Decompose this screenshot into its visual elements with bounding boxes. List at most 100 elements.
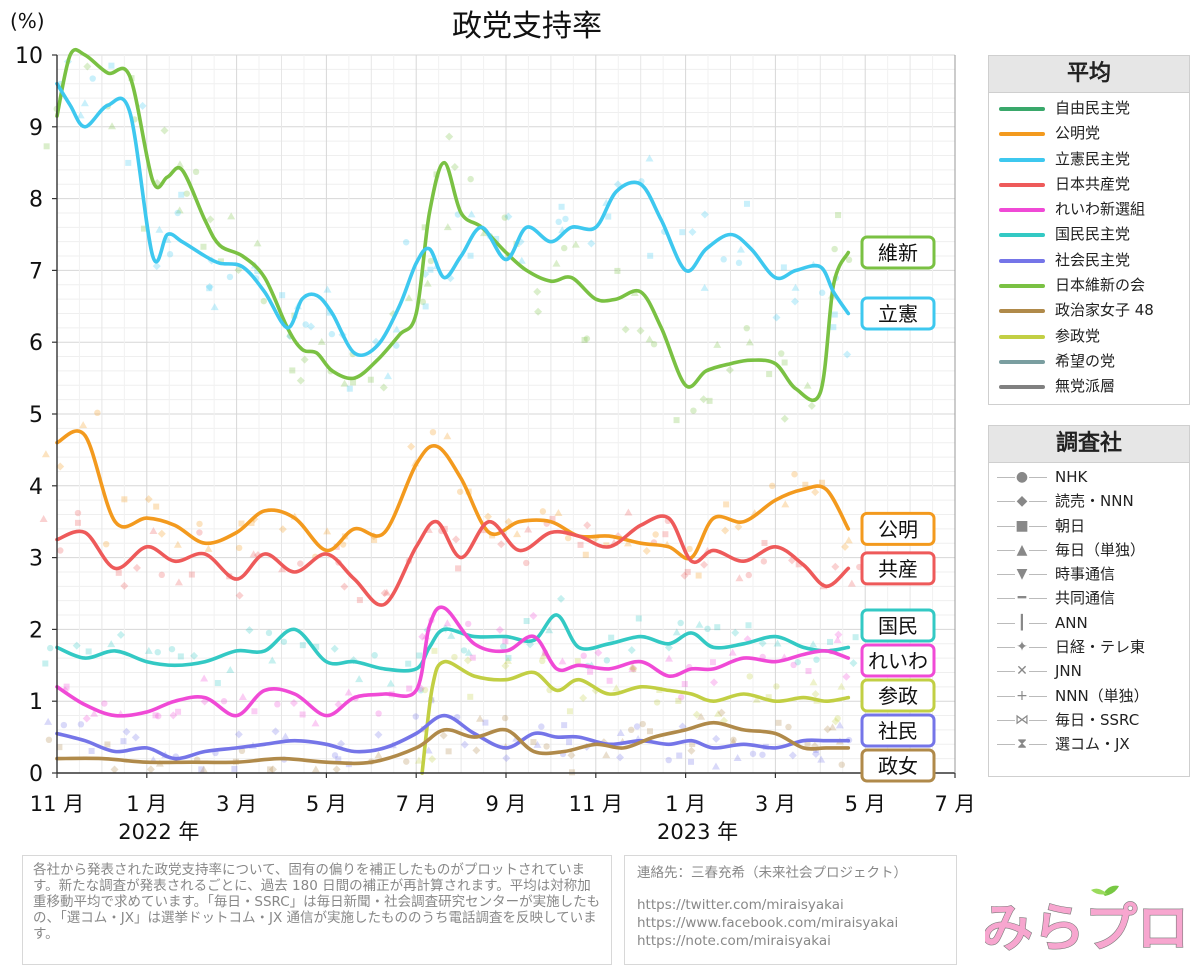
- poll-point: [200, 243, 207, 250]
- legend-item: 日本共産党: [989, 172, 1189, 197]
- poll-point: [817, 755, 826, 763]
- poll-point: [695, 572, 702, 579]
- poll-point: [688, 227, 697, 236]
- poll-point: [749, 750, 757, 757]
- poll-point: [268, 656, 277, 664]
- contact-link-facebook[interactable]: https://www.facebook.com/miraisyakai: [637, 915, 899, 931]
- legend-item: 参政党: [989, 324, 1189, 349]
- series-line: [55, 613, 851, 673]
- poll-point: [245, 626, 254, 635]
- note-text: 各社から発表された政党支持率について、固有の偏りを補正したものがプロットされてい…: [33, 862, 601, 942]
- poll-point: [443, 619, 452, 627]
- poll-point: [42, 660, 49, 667]
- poll-point: [248, 519, 255, 526]
- plus-icon: +: [1015, 683, 1029, 708]
- poll-point: [451, 653, 458, 661]
- poll-point: [543, 743, 550, 750]
- poll-point: [374, 751, 383, 759]
- poll-point: [452, 535, 461, 544]
- poll-point: [844, 536, 853, 544]
- poll-point: [571, 240, 580, 248]
- poll-point: [80, 99, 89, 107]
- poll-point: [830, 324, 837, 331]
- poll-point: [743, 200, 750, 207]
- end-label: 参政: [878, 684, 918, 708]
- y-tick-label: 2: [29, 618, 43, 643]
- poll-point: [412, 713, 419, 720]
- legend-label: 社会民主党: [1055, 250, 1131, 269]
- poll-point: [472, 746, 481, 755]
- poll-point: [280, 638, 288, 645]
- poll-point: [650, 340, 658, 348]
- series-line: [55, 514, 851, 607]
- poll-point: [624, 539, 633, 547]
- legend-item: 日本維新の会: [989, 273, 1189, 298]
- legend-label: 自由民主党: [1055, 99, 1131, 117]
- poll-point: [837, 682, 846, 690]
- poll-point: [819, 479, 826, 486]
- poll-point: [735, 259, 743, 267]
- contact-link-note[interactable]: https://note.com/miraisyakai: [637, 933, 831, 949]
- poll-point: [775, 719, 782, 726]
- contact-link-twitter[interactable]: https://twitter.com/miraisyakai: [637, 897, 844, 913]
- poll-point: [687, 746, 696, 755]
- legend-swatch: [999, 233, 1045, 238]
- poll-point: [278, 525, 287, 534]
- poll-point: [805, 668, 812, 675]
- poll-point: [220, 698, 228, 705]
- poll-point: [838, 761, 845, 768]
- poll-point: [700, 560, 709, 569]
- poll-point: [605, 213, 612, 220]
- end-label: 政女: [878, 754, 918, 778]
- poll-point: [616, 753, 625, 762]
- legend-label: 希望の党: [1055, 351, 1116, 370]
- poll-point: [480, 229, 489, 237]
- legend-swatch: [999, 309, 1045, 314]
- poll-point: [530, 739, 537, 746]
- poll-point: [157, 529, 166, 538]
- poll-point: [289, 367, 296, 374]
- poll-point: [335, 756, 342, 763]
- poll-point: [238, 692, 247, 700]
- poll-point: [831, 562, 840, 571]
- poll-point: [681, 681, 688, 688]
- square-icon: ■: [1015, 513, 1029, 538]
- poll-point: [503, 656, 512, 664]
- poll-point: [476, 714, 485, 722]
- legend-swatch: [999, 359, 1045, 364]
- y-tick-label: 8: [29, 188, 43, 213]
- poll-point: [501, 661, 510, 670]
- mirapro-logo: みらプロ: [985, 885, 1185, 960]
- legend-item: 社会民主党: [989, 248, 1189, 273]
- poll-point: [652, 531, 659, 538]
- poll-point: [504, 212, 513, 221]
- poll-point: [115, 569, 122, 576]
- poll-point: [852, 634, 859, 641]
- poll-point: [45, 736, 53, 744]
- axes: 0 1 2 3 4 5 6 7 8 9 10 11 月 1 月 3 月 5 月 7 月 9 月 11 月 1 月 3 …: [15, 44, 976, 844]
- poll-point: [558, 657, 567, 665]
- x-tick-label: 1 月: [665, 792, 706, 816]
- poll-point: [633, 723, 641, 730]
- poll-point: [340, 379, 349, 387]
- poll-point: [505, 654, 512, 661]
- poll-point: [533, 740, 542, 748]
- legend-swatch: [999, 157, 1045, 162]
- poll-point: [445, 748, 452, 755]
- legend-label: 立憲民主党: [1055, 149, 1131, 168]
- poll-point: [328, 330, 336, 338]
- poll-point: [460, 740, 469, 749]
- poll-point: [235, 591, 244, 600]
- pollster-item: ■ 朝日: [989, 513, 1189, 538]
- poll-point: [513, 530, 522, 538]
- poll-point: [88, 747, 95, 754]
- x-tick-label: 3 月: [755, 792, 796, 816]
- poll-point: [602, 751, 611, 759]
- poll-point: [274, 701, 281, 708]
- poll-point: [445, 132, 454, 141]
- pollster-label: JNN: [1055, 662, 1082, 681]
- logo-text: みらプロ: [985, 899, 1185, 959]
- poll-point: [465, 620, 472, 628]
- poll-point: [155, 225, 164, 233]
- poll-point: [679, 229, 686, 236]
